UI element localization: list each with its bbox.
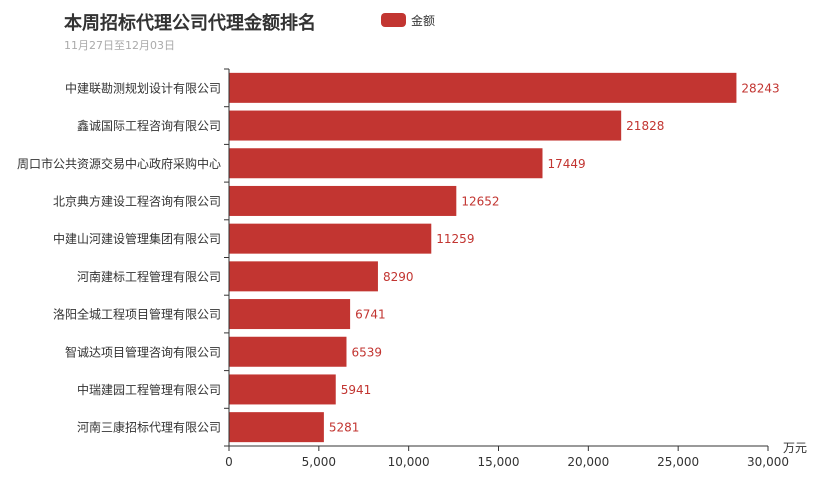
bar[interactable] xyxy=(229,223,432,254)
x-axis-tick-label: 25,000 xyxy=(657,455,699,469)
chart-subtitle: 11月27日至12月03日 xyxy=(64,39,175,52)
y-axis-category-label: 鑫诚国际工程咨询有限公司 xyxy=(77,118,221,133)
bar[interactable] xyxy=(229,110,622,141)
bar-value-label: 5281 xyxy=(329,421,360,435)
legend-label: 金额 xyxy=(411,13,436,28)
bar[interactable] xyxy=(229,185,457,216)
y-axis-category-label: 洛阳全城工程项目管理有限公司 xyxy=(53,307,221,322)
x-axis-tick-label: 20,000 xyxy=(567,455,609,469)
bar-value-label: 21828 xyxy=(626,119,664,133)
bar-value-label: 17449 xyxy=(548,157,586,171)
x-axis-tick-label: 15,000 xyxy=(478,455,520,469)
legend-item[interactable]: 金额 xyxy=(381,12,435,28)
y-axis-category-label: 中建山河建设管理集团有限公司 xyxy=(53,231,221,246)
y-axis-category-label: 河南建标工程管理有限公司 xyxy=(77,269,221,284)
bar-value-label: 5941 xyxy=(341,383,372,397)
legend-swatch xyxy=(381,13,406,27)
bar[interactable] xyxy=(229,72,737,103)
bar-value-label: 6741 xyxy=(355,308,386,322)
x-axis-tick-label: 10,000 xyxy=(388,455,430,469)
bar-value-label: 28243 xyxy=(741,81,779,95)
y-axis-category-label: 河南三康招标代理有限公司 xyxy=(77,420,221,435)
x-axis-tick-label: 5,000 xyxy=(302,455,336,469)
axes-layer: 中建联勘测规划设计有限公司鑫诚国际工程咨询有限公司周口市公共资源交易中心政府采购… xyxy=(17,68,789,469)
bar[interactable] xyxy=(229,148,543,179)
bar[interactable] xyxy=(229,374,336,405)
bar[interactable] xyxy=(229,261,378,292)
bar-value-label: 8290 xyxy=(383,270,414,284)
bar[interactable] xyxy=(229,336,347,367)
x-axis-tick-label: 30,000 xyxy=(747,455,789,469)
bar-value-label: 12652 xyxy=(461,194,499,208)
bar-value-label: 11259 xyxy=(436,232,474,246)
y-axis-category-label: 周口市公共资源交易中心政府采购中心 xyxy=(17,156,221,171)
bar-value-label: 6539 xyxy=(351,345,382,359)
bar[interactable] xyxy=(229,412,324,443)
y-axis-category-label: 北京典方建设工程咨询有限公司 xyxy=(53,193,221,208)
x-axis-unit-label: 万元 xyxy=(783,441,807,455)
bar[interactable] xyxy=(229,299,351,330)
y-axis-category-label: 中建联勘测规划设计有限公司 xyxy=(65,80,221,95)
y-axis-category-label: 中瑞建园工程管理有限公司 xyxy=(77,382,221,397)
bars-layer: 28243 21828 17449 12652 11259 8290 6741 6539 594… xyxy=(229,72,780,443)
chart-title: 本周招标代理公司代理金额排名 xyxy=(64,13,316,34)
x-axis-tick-label: 0 xyxy=(225,455,233,469)
y-axis-category-label: 智诚达项目管理咨询有限公司 xyxy=(65,344,221,359)
